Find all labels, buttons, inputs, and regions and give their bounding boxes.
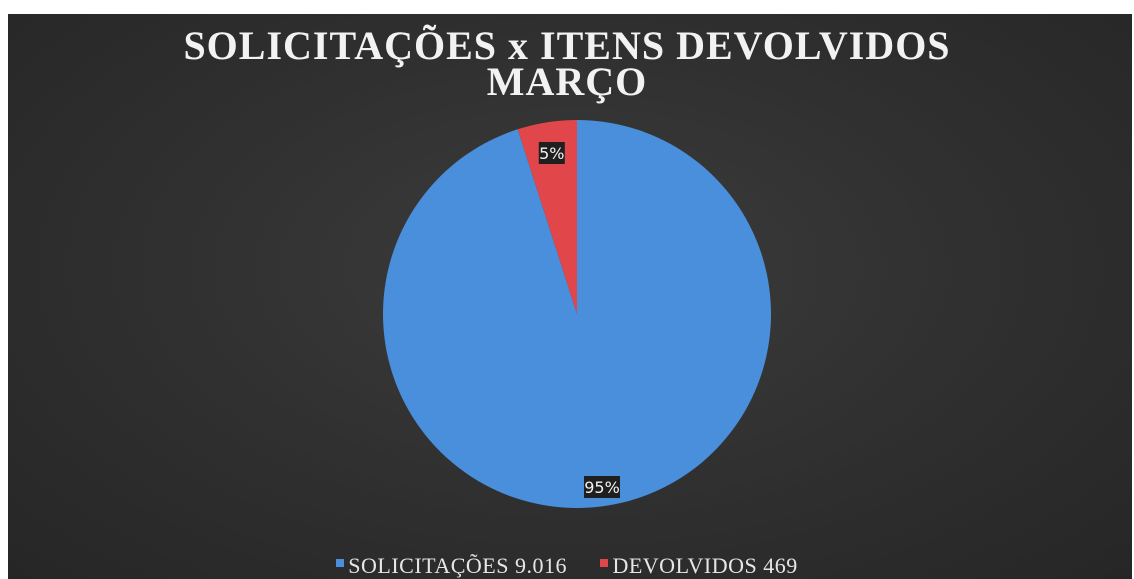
legend-swatch-solicitacoes xyxy=(336,559,345,567)
chart-title: SOLICITAÇÕES x ITENS DEVOLVIDOS xyxy=(183,23,951,68)
chart-legend: SOLICITAÇÕES 9.016 DEVOLVIDOS 469 xyxy=(0,553,1134,579)
pie-slices xyxy=(383,120,772,509)
data-label-box xyxy=(584,476,620,498)
pie-data-labels: 95% 5% xyxy=(538,142,620,498)
legend-label-solicitacoes: SOLICITAÇÕES 9.016 xyxy=(348,553,567,578)
data-label-solicitacoes: 95% xyxy=(584,476,620,498)
data-label-text: 5% xyxy=(539,144,564,163)
data-label-text: 95% xyxy=(584,478,620,497)
legend-item-solicitacoes: SOLICITAÇÕES 9.016 xyxy=(336,553,567,579)
pie-slice-devolvidos xyxy=(517,120,577,314)
legend-label-devolvidos: DEVOLVIDOS 469 xyxy=(612,553,798,578)
legend-swatch-devolvidos xyxy=(600,559,609,567)
data-label-box xyxy=(538,142,565,165)
data-label-devolvidos: 5% xyxy=(538,142,565,165)
legend-item-devolvidos: DEVOLVIDOS 469 xyxy=(600,553,797,579)
chart-subtitle-month: MARÇO xyxy=(486,59,648,104)
